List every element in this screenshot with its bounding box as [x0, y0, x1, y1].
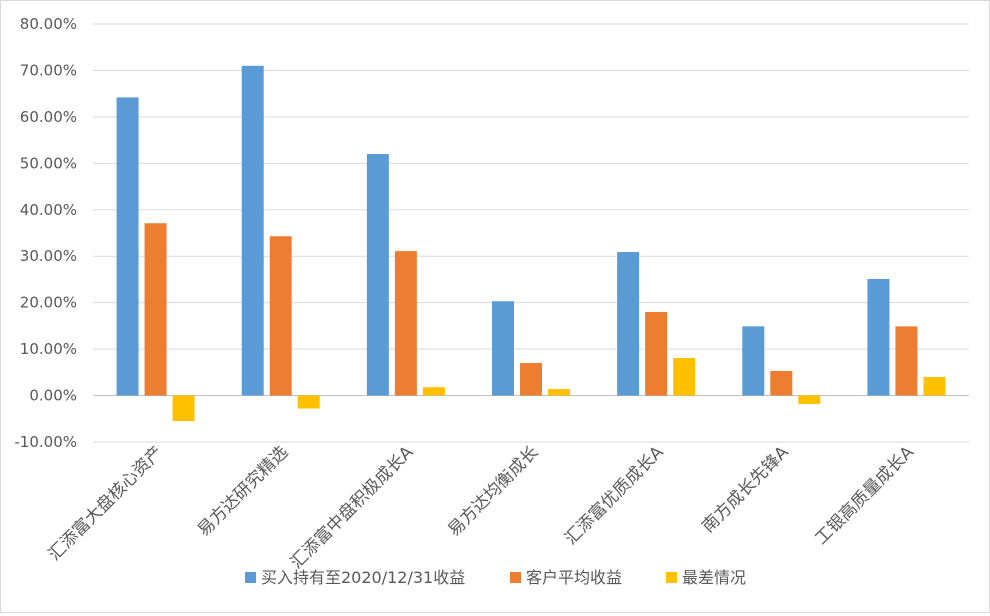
y-tick-label: 50.00%	[20, 154, 77, 172]
bar	[742, 326, 765, 396]
bars-layer	[116, 65, 946, 422]
legend-swatch	[666, 572, 677, 583]
legend-swatch	[245, 572, 256, 583]
y-tick-label: 60.00%	[20, 108, 77, 126]
bar	[366, 154, 389, 396]
x-category-label: 易方达均衡成长	[444, 442, 542, 540]
legend-swatch	[510, 572, 521, 583]
x-category-label: 南方成长先锋A	[698, 442, 793, 537]
bar	[144, 223, 167, 396]
x-category-label: 汇添富优质成长A	[561, 442, 668, 549]
bar	[867, 278, 890, 396]
legend-label: 最差情况	[682, 568, 746, 587]
x-category-label: 汇添富中盘积极成长A	[287, 442, 418, 573]
x-category-label: 工银高质量成长A	[811, 442, 918, 549]
y-tick-label: 10.00%	[20, 340, 77, 358]
bar	[673, 357, 696, 396]
y-tick-label: 70.00%	[20, 61, 77, 79]
bar	[422, 387, 445, 396]
bar	[617, 252, 640, 396]
bar	[172, 395, 195, 422]
y-tick-label: 0.00%	[29, 387, 77, 405]
legend-label: 买入持有至2020/12/31收益	[261, 568, 465, 587]
legend: 买入持有至2020/12/31收益 客户平均收益 最差情况	[245, 568, 746, 587]
bar	[241, 65, 264, 396]
legend-label: 客户平均收益	[526, 568, 622, 587]
y-tick-label: 40.00%	[20, 201, 77, 219]
bar	[770, 370, 793, 396]
bar	[923, 376, 946, 396]
bar	[645, 311, 668, 396]
x-category-label: 易方达研究精选	[194, 442, 292, 540]
y-tick-label: 30.00%	[20, 247, 77, 265]
y-tick-label: -10.00%	[14, 433, 77, 451]
bar	[548, 389, 570, 396]
bar	[895, 326, 918, 396]
bar	[520, 363, 542, 396]
bar	[269, 236, 292, 396]
bar	[297, 395, 320, 409]
y-tick-label: 80.00%	[20, 15, 77, 33]
y-axis-ticks: -10.00% 0.00% 10.00% 20.00% 30.00% 40.00% 50.0…	[14, 15, 77, 451]
x-category-label: 汇添富大盘核心资产	[45, 442, 167, 564]
bar	[798, 395, 821, 404]
bar	[394, 251, 417, 396]
grid-layer	[93, 23, 969, 443]
y-tick-label: 20.00%	[20, 294, 77, 312]
bar	[492, 301, 514, 396]
bar	[116, 97, 139, 396]
